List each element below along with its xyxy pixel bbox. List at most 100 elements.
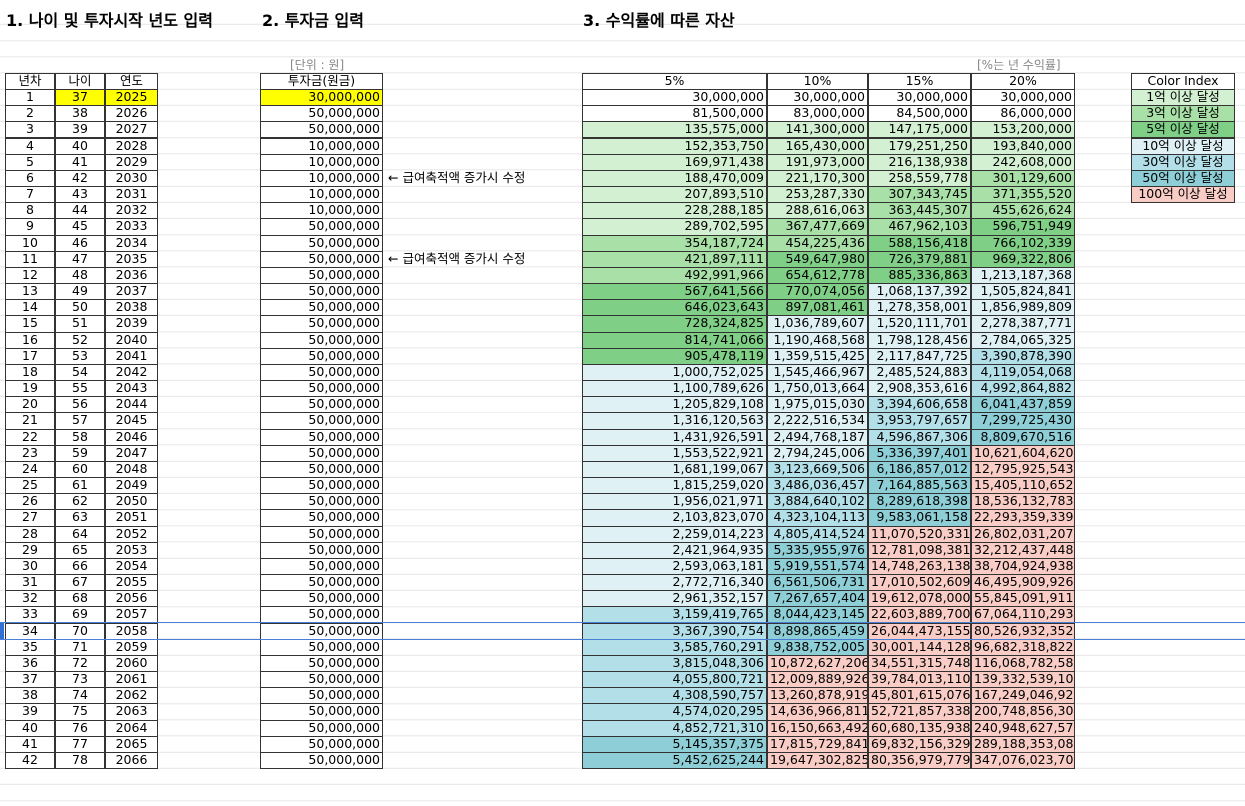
- cell[interactable]: 50,000,000: [260, 283, 383, 301]
- cell[interactable]: 37: [5, 671, 55, 689]
- cell[interactable]: 1,316,120,563: [582, 412, 767, 430]
- cell[interactable]: 646,023,643: [582, 299, 767, 317]
- cell[interactable]: 77: [55, 735, 105, 753]
- cell[interactable]: 1,553,522,921: [582, 444, 767, 462]
- cell[interactable]: 8: [5, 202, 55, 220]
- cell[interactable]: 11,070,520,331: [868, 525, 971, 543]
- cell[interactable]: 1,815,259,020: [582, 477, 767, 495]
- cell[interactable]: 19: [5, 380, 55, 398]
- cell[interactable]: 50,000,000: [260, 541, 383, 559]
- cell[interactable]: 4,992,864,882: [971, 380, 1075, 398]
- cell[interactable]: 1,278,358,001: [868, 299, 971, 317]
- cell[interactable]: 86,000,000: [971, 105, 1075, 123]
- cell[interactable]: 50,000,000: [260, 412, 383, 430]
- cell[interactable]: 2065: [105, 735, 158, 753]
- cell[interactable]: 16,150,663,492: [767, 719, 868, 737]
- cell[interactable]: 2,794,245,006: [767, 444, 868, 462]
- cell[interactable]: 455,626,624: [971, 202, 1075, 220]
- cell[interactable]: 7,299,725,430: [971, 412, 1075, 430]
- cell[interactable]: 2063: [105, 703, 158, 721]
- cell[interactable]: 41: [55, 153, 105, 171]
- cell[interactable]: 1,956,021,971: [582, 493, 767, 511]
- cell[interactable]: 55: [55, 380, 105, 398]
- cell[interactable]: 8,289,618,398: [868, 493, 971, 511]
- cell[interactable]: 47: [55, 250, 105, 268]
- cell[interactable]: 2027: [105, 121, 158, 139]
- cell[interactable]: 25: [5, 477, 55, 495]
- cell[interactable]: 897,081,461: [767, 299, 868, 317]
- cell[interactable]: 2061: [105, 671, 158, 689]
- cell[interactable]: 2,593,063,181: [582, 557, 767, 576]
- cell[interactable]: 50,000,000: [260, 396, 383, 414]
- cell[interactable]: 40: [5, 719, 55, 737]
- cell[interactable]: 165,430,000: [767, 137, 868, 155]
- cell[interactable]: 2030: [105, 169, 158, 187]
- cell[interactable]: 10,000,000: [260, 202, 383, 220]
- cell[interactable]: 2,772,716,340: [582, 574, 767, 592]
- cell[interactable]: 50,000,000: [260, 347, 383, 365]
- cell[interactable]: 8,044,423,145: [767, 606, 868, 624]
- cell[interactable]: 3,390,878,390: [971, 347, 1075, 365]
- cell[interactable]: 33: [5, 606, 55, 624]
- cell[interactable]: 12,781,098,381: [868, 541, 971, 559]
- cell[interactable]: 37: [55, 89, 105, 107]
- cell[interactable]: 50,000,000: [260, 574, 383, 592]
- cell[interactable]: 2059: [105, 638, 158, 656]
- cell[interactable]: 53: [55, 347, 105, 365]
- cell[interactable]: 2056: [105, 590, 158, 608]
- cell[interactable]: 2028: [105, 137, 158, 155]
- cell[interactable]: 50,000,000: [260, 735, 383, 753]
- cell[interactable]: 2,961,352,157: [582, 590, 767, 608]
- cell[interactable]: 7: [5, 186, 55, 204]
- cell[interactable]: 96,682,318,822: [971, 638, 1075, 656]
- cell[interactable]: 766,102,339: [971, 234, 1075, 252]
- cell[interactable]: 41: [5, 735, 55, 753]
- cell[interactable]: 24: [5, 460, 55, 479]
- cell[interactable]: 50,000,000: [260, 380, 383, 398]
- cell[interactable]: 654,612,778: [767, 266, 868, 285]
- cell[interactable]: 169,971,438: [582, 153, 767, 171]
- cell[interactable]: 14,636,966,811: [767, 703, 868, 721]
- cell[interactable]: 2051: [105, 509, 158, 527]
- cell[interactable]: 152,353,750: [582, 137, 767, 155]
- cell[interactable]: 9: [5, 218, 55, 236]
- cell[interactable]: 10,000,000: [260, 137, 383, 155]
- cell[interactable]: 16: [5, 331, 55, 349]
- cell[interactable]: 188,470,009: [582, 169, 767, 187]
- cell[interactable]: 22,603,889,700: [868, 606, 971, 624]
- cell[interactable]: 4,805,414,524: [767, 525, 868, 543]
- cell[interactable]: 52,721,857,338: [868, 703, 971, 721]
- cell[interactable]: 9,838,752,005: [767, 638, 868, 656]
- cell[interactable]: 2044: [105, 396, 158, 414]
- cell[interactable]: 4,308,590,757: [582, 687, 767, 705]
- cell[interactable]: 1,798,128,456: [868, 331, 971, 349]
- cell[interactable]: 12: [5, 266, 55, 285]
- cell[interactable]: 50,000,000: [260, 428, 383, 446]
- cell[interactable]: 367,477,669: [767, 218, 868, 236]
- cell[interactable]: 12,009,889,926: [767, 671, 868, 689]
- cell[interactable]: 26: [5, 493, 55, 511]
- cell[interactable]: 3,815,048,306: [582, 654, 767, 673]
- cell[interactable]: 71: [55, 638, 105, 656]
- cell[interactable]: 80,526,932,352: [971, 622, 1075, 640]
- cell[interactable]: 2,278,387,771: [971, 315, 1075, 333]
- cell[interactable]: 6: [5, 169, 55, 187]
- cell[interactable]: 1,750,013,664: [767, 380, 868, 398]
- cell[interactable]: 240,948,627,571: [971, 719, 1075, 737]
- cell[interactable]: 32,212,437,448: [971, 541, 1075, 559]
- cell[interactable]: 75: [55, 703, 105, 721]
- cell[interactable]: 69: [55, 606, 105, 624]
- cell[interactable]: 42: [55, 169, 105, 187]
- cell[interactable]: 38: [55, 105, 105, 123]
- cell[interactable]: 2033: [105, 218, 158, 236]
- cell[interactable]: 1,545,466,967: [767, 363, 868, 382]
- cell[interactable]: 3,159,419,765: [582, 606, 767, 624]
- cell[interactable]: 5,335,955,976: [767, 541, 868, 559]
- cell[interactable]: 50,000,000: [260, 250, 383, 268]
- cell[interactable]: 50,000,000: [260, 444, 383, 462]
- cell[interactable]: 50,000,000: [260, 218, 383, 236]
- cell[interactable]: 14,748,263,138: [868, 557, 971, 576]
- cell[interactable]: 2045: [105, 412, 158, 430]
- cell[interactable]: 42: [5, 751, 55, 770]
- cell[interactable]: 9,583,061,158: [868, 509, 971, 527]
